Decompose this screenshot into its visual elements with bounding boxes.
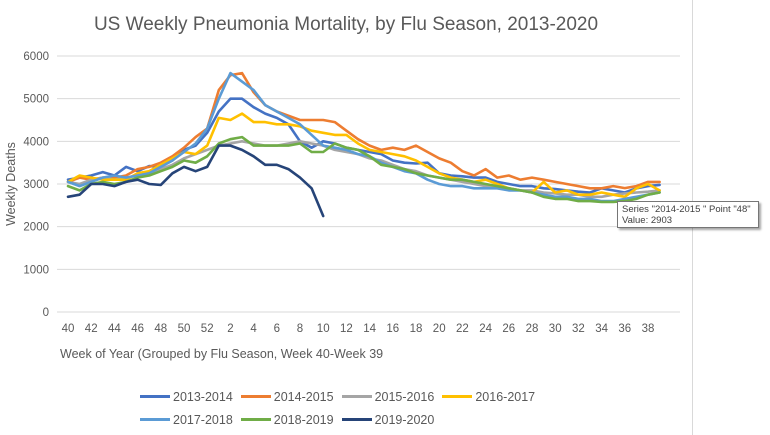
y-tick-label: 3000 (23, 179, 49, 191)
tooltip-value: Value: 2903 (622, 215, 673, 226)
legend-item[interactable]: 2019-2020 (341, 412, 435, 427)
x-tick-label: 16 (386, 323, 399, 335)
x-tick-label: 36 (618, 323, 631, 335)
data-point-tooltip: Series "2014-2015 " Point "48" Value: 29… (617, 201, 759, 228)
legend-item[interactable]: 2018-2019 (240, 412, 334, 427)
x-tick-label: 34 (595, 323, 608, 335)
x-tick-label: 32 (572, 323, 585, 335)
x-tick-label: 26 (502, 323, 515, 335)
x-tick-label: 20 (433, 323, 446, 335)
series-line-2018-2019[interactable] (66, 135, 661, 204)
series-line-2016-2017[interactable] (66, 112, 661, 199)
x-tick-label: 2 (227, 323, 233, 335)
y-tick-label: 5000 (23, 94, 49, 106)
x-tick-label: 30 (549, 323, 562, 335)
y-tick-label: 6000 (23, 51, 49, 63)
legend-label: 2015-2016 (374, 389, 435, 404)
legend-label: 2018-2019 (273, 412, 334, 427)
series-line-2019-2020[interactable] (66, 144, 325, 218)
x-tick-label: 24 (479, 323, 492, 335)
legend-label: 2014-2015 (273, 389, 334, 404)
legend-swatch (341, 418, 372, 421)
y-tick-label: 4000 (23, 136, 49, 148)
x-tick-label: 50 (178, 323, 191, 335)
x-tick-label: 38 (642, 323, 655, 335)
x-tick-label: 48 (154, 323, 167, 335)
y-axis-ticks: 0 1000 2000 3000 4000 5000 6000 (23, 51, 49, 319)
x-tick-label: 4 (250, 323, 257, 335)
legend-item[interactable]: 2013-2014 (140, 390, 233, 404)
legend-swatch (140, 395, 170, 398)
x-tick-label: 42 (85, 323, 98, 335)
legend-swatch (341, 395, 372, 398)
legend-label: 2013-2014 (173, 389, 233, 404)
legend-swatch (442, 395, 473, 398)
legend-row: 2017-2018 2018-2019 2019-2020 (140, 408, 580, 431)
x-tick-label: 44 (108, 323, 121, 335)
x-tick-label: 8 (297, 323, 303, 335)
legend-item[interactable]: 2014-2015 (240, 389, 334, 404)
legend-label: 2019-2020 (374, 412, 435, 427)
legend-item[interactable]: 2017-2018 (140, 413, 233, 427)
y-axis-label: Weekly Deaths (4, 142, 18, 226)
legend-label: 2017-2018 (173, 412, 233, 427)
x-tick-label: 40 (62, 323, 75, 335)
y-tick-label: 2000 (23, 222, 49, 234)
y-tick-label: 0 (43, 307, 49, 319)
legend-swatch (240, 395, 271, 398)
x-axis-ticks: 40 42 44 46 48 50 52 2 4 6 8 10 12 14 16 18 20 22 24 26 28 30… (62, 323, 655, 335)
x-tick-label: 6 (274, 323, 280, 335)
series-line-2017-2018[interactable] (66, 71, 661, 203)
y-tick-label: 1000 (23, 264, 49, 276)
legend-swatch (240, 418, 271, 421)
x-tick-label: 12 (340, 323, 353, 335)
chart-title: US Weekly Pneumonia Mortality, by Flu Se… (93, 14, 599, 35)
x-tick-label: 46 (131, 323, 144, 335)
tooltip-series-point: Series "2014-2015 " Point "48" (622, 204, 751, 215)
x-tick-label: 18 (410, 323, 423, 335)
legend-item[interactable]: 2015-2016 (341, 389, 435, 404)
series-line-2014-2015[interactable] (66, 71, 661, 190)
x-tick-label: 14 (363, 323, 376, 335)
legend-row: 2013-2014 2014-2015 2015-2016 2016-2017 (140, 385, 580, 408)
legend-label: 2016-2017 (475, 389, 536, 404)
x-tick-label: 52 (201, 323, 214, 335)
x-tick-label: 10 (317, 323, 330, 335)
legend-item[interactable]: 2016-2017 (442, 390, 535, 404)
legend-swatch (140, 418, 170, 421)
x-axis-label: Week of Year (Grouped by Flu Season, Wee… (60, 347, 383, 361)
legend: 2013-2014 2014-2015 2015-2016 2016-2017 201… (140, 385, 580, 431)
series-lines (66, 71, 661, 218)
x-tick-label: 28 (526, 323, 539, 335)
x-tick-label: 22 (456, 323, 469, 335)
